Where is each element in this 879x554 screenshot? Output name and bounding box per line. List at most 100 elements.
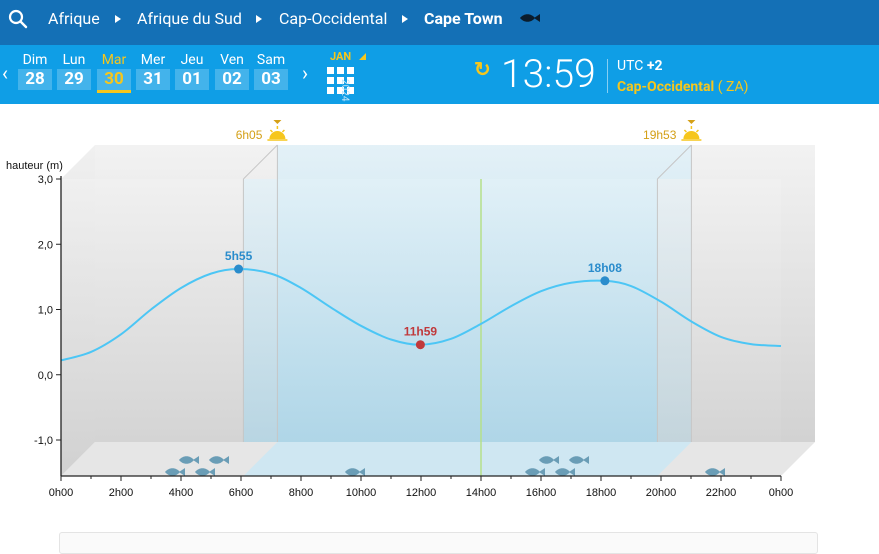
- fish-icon: [539, 456, 559, 464]
- sun-ray: [269, 129, 273, 133]
- high-tide-point: [600, 276, 610, 286]
- day-name: Sam: [256, 52, 286, 68]
- fish-body: [165, 468, 180, 476]
- sunset-edge: [657, 144, 692, 180]
- sunrise-edge: [243, 144, 278, 180]
- day-number: 01: [175, 69, 209, 90]
- breadcrumb-separator-icon: [115, 15, 121, 23]
- fish-tail: [193, 456, 199, 464]
- info-panel: [59, 532, 818, 554]
- sun-ray: [683, 129, 687, 133]
- fish-body: [525, 468, 540, 476]
- sunrise-time: 6h05: [236, 128, 263, 142]
- day-name: Lun: [62, 52, 86, 68]
- x-tick-label: 10h00: [346, 487, 377, 499]
- fish-icon: [569, 456, 589, 464]
- x-tick-label: 4h00: [169, 487, 193, 499]
- fish-icon: [165, 468, 185, 476]
- fish-icon: [705, 468, 725, 476]
- day-name: Dim: [22, 52, 48, 68]
- daylight-panel: [243, 179, 658, 476]
- breadcrumb-afrique[interactable]: Afrique: [48, 9, 100, 28]
- current-time: 13:59: [501, 51, 596, 97]
- fish-tail: [209, 468, 215, 476]
- x-tick-label: 6h00: [229, 487, 253, 499]
- fish-icon: [179, 456, 199, 464]
- fish-body: [195, 468, 210, 476]
- x-tick-label: 22h00: [706, 487, 737, 499]
- region-name: Cap-Occidental ( ZA): [617, 79, 748, 95]
- night-panel-morning: [61, 179, 244, 476]
- x-tick-label: 18h00: [586, 487, 617, 499]
- day-name: Jeu: [180, 52, 204, 68]
- daylight-floor: [243, 442, 692, 476]
- next-week-chevron-icon[interactable]: ›: [302, 61, 309, 85]
- fish-tail: [179, 468, 185, 476]
- sunrise-icon: [267, 120, 288, 141]
- y-tick-label: 2,0: [38, 239, 53, 251]
- day-name: Ven: [220, 52, 244, 68]
- tide-time-label: 5h55: [225, 249, 253, 263]
- sun-half: [683, 131, 700, 139]
- sun-ray: [281, 129, 285, 133]
- fish-body: [555, 468, 570, 476]
- tide-time-label: 11h59: [404, 325, 438, 339]
- day-number: 29: [57, 69, 91, 90]
- sunset-time: 19h53: [643, 128, 677, 142]
- x-tick-label: 20h00: [646, 487, 677, 499]
- breadcrumb-separator-icon: [256, 15, 262, 23]
- y-tick-label: 0,0: [38, 370, 53, 382]
- country-code: ( ZA): [717, 79, 749, 95]
- x-tick-label: 8h00: [289, 487, 313, 499]
- region-label[interactable]: Cap-Occidental: [617, 79, 715, 95]
- day-number: 30: [97, 69, 131, 90]
- breadcrumb-cape-town: Cape Town: [424, 9, 503, 28]
- date-bar: ‹ Dim 28 Lun 29 Mar 30 Mer 31 Jeu 01 Ven…: [0, 45, 879, 104]
- x-tick-label: 14h00: [466, 487, 497, 499]
- day-number: 03: [254, 69, 288, 90]
- low-tide-point: [415, 340, 425, 350]
- day-lun[interactable]: Lun 29: [57, 52, 91, 90]
- y-tick-label: -1,0: [34, 435, 53, 447]
- calendar-year: 2024: [339, 79, 350, 102]
- day-number: 28: [18, 69, 52, 90]
- prev-week-chevron-icon[interactable]: ‹: [2, 61, 9, 85]
- day-name: Mar: [101, 52, 127, 68]
- fish-body: [539, 456, 554, 464]
- refresh-icon[interactable]: ↻: [474, 57, 491, 81]
- fish-body: [209, 456, 224, 464]
- day-number: 02: [215, 69, 249, 90]
- y-axis-label: hauteur (m): [6, 160, 63, 172]
- sun-ray: [695, 129, 699, 133]
- breadcrumb-cap-occidental[interactable]: Cap-Occidental: [279, 9, 388, 28]
- fish-body: [705, 468, 720, 476]
- tide-time-label: 18h08: [588, 261, 622, 275]
- high-tide-point: [234, 264, 244, 274]
- day-jeu[interactable]: Jeu 01: [175, 52, 209, 90]
- sun-arrow: [687, 120, 696, 124]
- sun-half: [269, 131, 286, 139]
- tide-chart: 5h55 11h59 18h08 3,0 2,0 1,0 0,0 -1,0 0h00 2h00 4…: [6, 120, 815, 499]
- day-dim[interactable]: Dim 28: [18, 52, 52, 90]
- utc-offset: UTC +2: [617, 58, 663, 74]
- day-name: Mer: [140, 52, 166, 68]
- calendar-month: JAN: [330, 50, 352, 63]
- fish-tail: [539, 468, 545, 476]
- fish-icon: [525, 468, 545, 476]
- calendar-grid-icon[interactable]: [327, 67, 354, 94]
- night-panel-evening: [657, 179, 781, 476]
- day-sam[interactable]: Sam 03: [254, 52, 288, 90]
- search-icon[interactable]: [8, 9, 28, 29]
- top-bar: Afrique Afrique du Sud Cap-Occidental Ca…: [0, 0, 879, 45]
- y-tick-label: 3,0: [38, 174, 53, 186]
- fish-body: [179, 456, 194, 464]
- day-mer[interactable]: Mer 31: [136, 52, 170, 90]
- fish-icon: [345, 468, 365, 476]
- fish-tail: [583, 456, 589, 464]
- day-mar[interactable]: Mar 30: [97, 52, 131, 93]
- fish-tail: [223, 456, 229, 464]
- divider: [607, 59, 608, 93]
- y-tick-label: 1,0: [38, 305, 53, 317]
- day-ven[interactable]: Ven 02: [215, 52, 249, 90]
- breadcrumb-afrique-du-sud[interactable]: Afrique du Sud: [137, 9, 242, 28]
